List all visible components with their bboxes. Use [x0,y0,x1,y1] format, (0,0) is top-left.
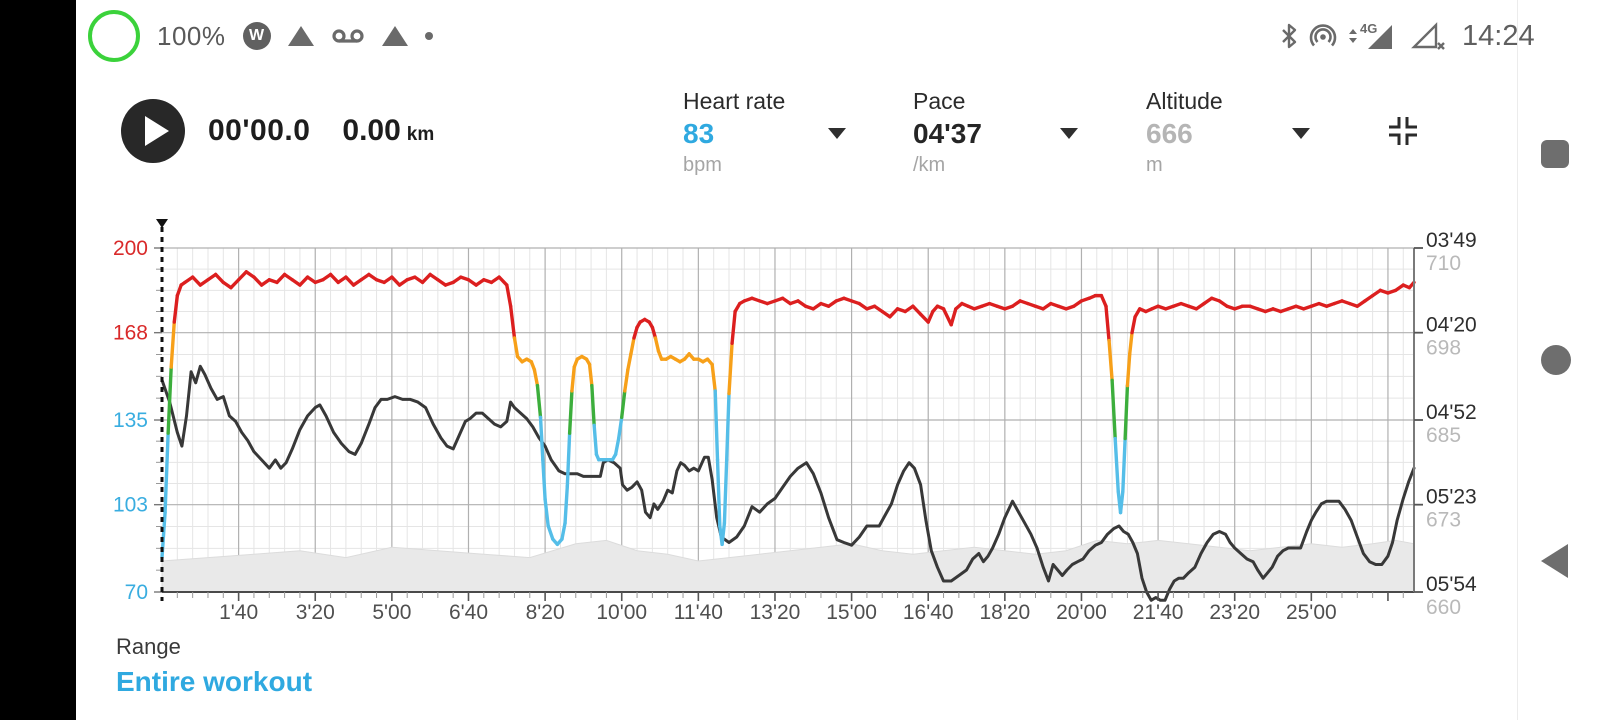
hr-axis-label: 70 [125,581,148,604]
nav-home-button[interactable] [1541,345,1571,375]
triangle-notification-icon [287,26,314,46]
hr-axis-label: 103 [113,494,148,517]
pace-unit: /km [913,154,946,176]
altitude-unit: m [1146,154,1163,176]
range-section: Range Entire workout [116,634,312,698]
heart-rate-label: Heart rate [683,88,786,114]
chevron-down-icon[interactable] [1060,128,1078,139]
altitude-axis-label: 685 [1426,424,1461,447]
pace-axis-label: 05'23 [1426,486,1477,509]
pace-axis-label: 04'52 [1426,401,1477,424]
pace-axis-label: 03'49 [1426,229,1477,252]
bluetooth-icon [1280,22,1298,50]
pace-selector[interactable]: Pace 04'37 /km [913,88,1093,177]
heart-rate-selector[interactable]: Heart rate 83 bpm [683,88,863,177]
heart-rate-unit: bpm [683,154,722,176]
pace-label: Pace [913,88,966,114]
altitude-axis-label: 660 [1426,596,1461,619]
elapsed-time: 00'00.0 [208,114,311,147]
pace-value: 04'37 [913,118,982,149]
chevron-down-icon[interactable] [828,128,846,139]
battery-ring-icon [88,10,140,62]
playback-toolbar: 00'00.0 0.00 km [121,98,434,164]
navbar-separator [1517,0,1518,720]
x-axis-label: 15'00 [826,601,877,624]
svg-text:4G: 4G [1360,21,1377,36]
heart-rate-line-series [160,270,1416,560]
triangle-notification-icon [381,26,408,46]
hr-axis-label: 168 [113,322,148,345]
x-axis-label: 23'20 [1209,601,1260,624]
signal-crossed-icon [1410,19,1446,53]
nav-recents-button[interactable] [1541,140,1569,168]
voicemail-icon [331,24,365,48]
chart-axes [154,247,1423,601]
altitude-label: Altitude [1146,88,1223,114]
dot-notification-icon [424,32,433,40]
x-axis-label: 13'20 [750,601,801,624]
range-label: Range [116,634,181,659]
x-axis-label: 6'40 [449,601,488,624]
x-axis-label: 1'40 [219,601,258,624]
x-axis-label: 10'00 [596,601,647,624]
x-axis-label: 21'40 [1133,601,1184,624]
x-axis-label: 8'20 [526,601,565,624]
axis-labels: 200 168 135 103 70 03'49 04'20 04'52 05'23 05'54 7… [113,229,1477,624]
x-axis-label: 25'00 [1286,601,1337,624]
altitude-axis-label: 698 [1426,337,1461,360]
x-axis-label: 20'00 [1056,601,1107,624]
status-bar-right: 4G 14:24 [1280,6,1535,66]
collapse-fullscreen-icon[interactable] [1384,112,1422,155]
nav-back-button[interactable] [1541,544,1568,578]
grid-major [162,247,1414,593]
play-icon [145,116,169,146]
play-button[interactable] [121,99,185,163]
pace-axis-label: 04'20 [1426,314,1477,337]
x-axis-label: 18'20 [979,601,1030,624]
display-notch-strip [0,0,76,720]
x-axis-label: 11'40 [674,601,723,624]
pace-line-series [160,364,1416,602]
altitude-selector[interactable]: Altitude 666 m [1146,88,1326,177]
hotspot-icon [1308,22,1338,50]
hr-axis-label: 135 [113,409,148,432]
distance-value: 0.00 [342,114,401,147]
altitude-area-series [161,539,1415,593]
altitude-value: 666 [1146,118,1193,149]
chevron-down-icon[interactable] [1292,128,1310,139]
heart-rate-value: 83 [683,118,715,149]
altitude-axis-label: 673 [1426,509,1461,532]
status-bar-left: 100% W [88,6,433,66]
mobile-data-4g-icon: 4G [1348,19,1400,53]
range-value-selector[interactable]: Entire workout [116,666,313,697]
altitude-axis-label: 710 [1426,252,1461,275]
battery-percent: 100% [157,20,226,51]
x-axis-label: 5'00 [372,601,411,624]
distance-unit: km [406,124,435,145]
x-axis-label: 3'20 [296,601,335,624]
clock-time: 14:24 [1462,19,1535,52]
hr-axis-label: 200 [113,237,148,260]
chart-cursor[interactable] [156,219,168,601]
pace-axis-label: 05'54 [1426,573,1477,596]
app-w-badge-icon: W [242,22,271,50]
x-axis-label: 16'40 [903,601,954,624]
